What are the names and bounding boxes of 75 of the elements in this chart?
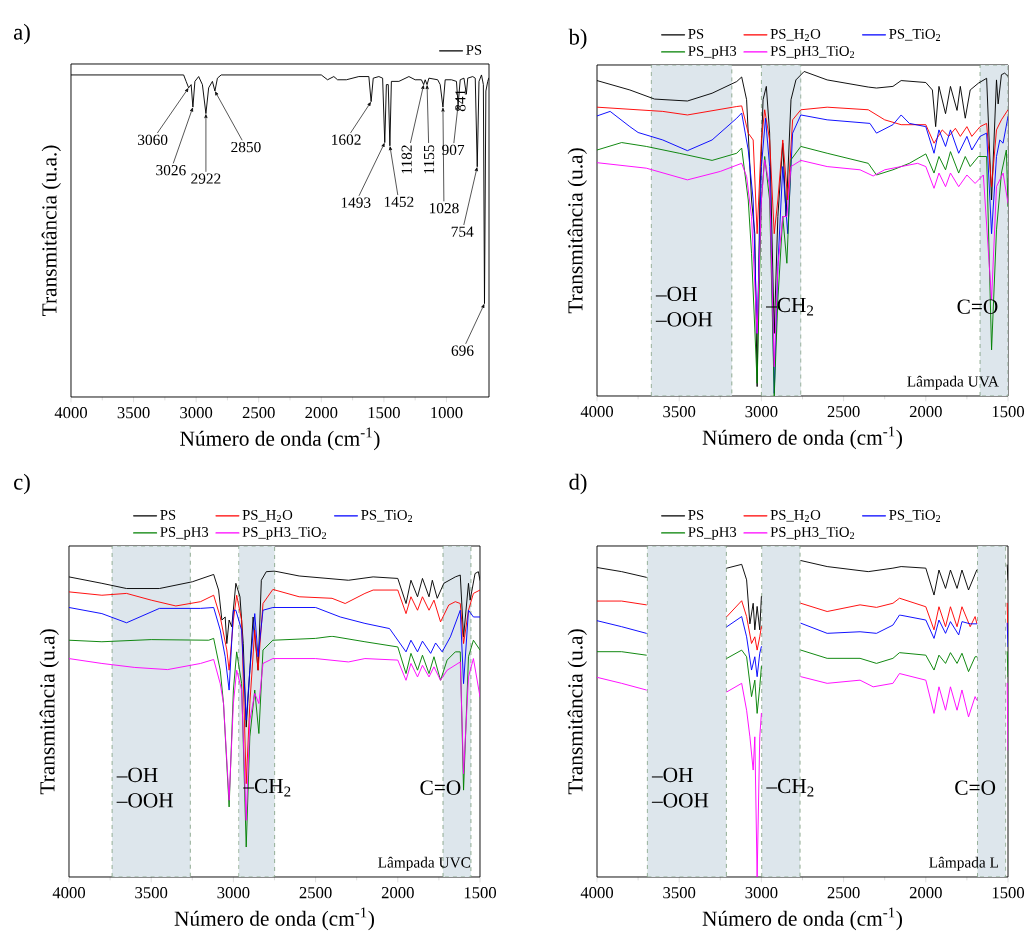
legend-label: PS_TiO$_{2}$ — [361, 509, 413, 522]
legend-label: PS — [688, 28, 704, 39]
x-tick-label: 4000 — [52, 887, 86, 899]
annotation: 2850 — [231, 141, 261, 153]
x-tick-label: 3000 — [745, 887, 778, 899]
legend-label: PS_pH3_TiO$_{2}$ — [770, 46, 855, 59]
x-tick-label: 3500 — [663, 887, 696, 899]
annotation: 696 — [451, 345, 474, 356]
x-tick-label: 1500 — [368, 407, 400, 419]
x-tick-label: 2000 — [305, 407, 338, 419]
band-label: –OH –OOH — [655, 286, 713, 327]
legend-label: PS — [688, 509, 704, 520]
chart-title: a) — [13, 23, 30, 45]
annotation: 1155 — [423, 145, 435, 174]
legend-label: PS_pH3 — [688, 527, 737, 540]
x-tick-label: 2500 — [827, 887, 860, 899]
band-label: C=O — [420, 780, 461, 795]
x-tick-label: 2000 — [381, 887, 414, 899]
x-tick-label: 1500 — [992, 887, 1025, 899]
legend-label: PS_pH3 — [688, 46, 737, 59]
chart-title: b) — [568, 28, 587, 50]
x-tick-label: 3000 — [180, 407, 213, 419]
x-tick-label: 1500 — [464, 887, 497, 899]
annotation: 1028 — [429, 202, 459, 214]
x-tick-label: 2000 — [909, 887, 942, 899]
x-axis-title: Número de onda (cm$^{-1}$) — [180, 427, 380, 451]
x-tick-label: 3500 — [135, 887, 168, 899]
annotation: 3060 — [138, 134, 168, 145]
x-tick-label: 3000 — [745, 406, 778, 418]
legend-label: PS — [160, 509, 176, 520]
y-axis-title: Transmitância (u.a) — [39, 629, 59, 795]
y-axis-title: Transmitância (u.a) — [567, 629, 587, 795]
x-tick-label: 4000 — [580, 887, 614, 899]
annotation: Lâmpada L — [929, 856, 998, 871]
x-axis-title: Número de onda (cm$^{-1}$) — [702, 907, 903, 931]
chart-title: d) — [569, 473, 587, 495]
legend-label: PS_pH3_TiO$_{2}$ — [242, 527, 327, 540]
x-tick-label: 4000 — [580, 406, 614, 418]
band-label: –OH –OOH — [116, 767, 174, 808]
legend-label: PS_H$_{2}$O — [242, 509, 293, 522]
legend-label: PS_pH3 — [160, 527, 209, 540]
x-tick-label: 2500 — [827, 406, 860, 418]
y-axis-title: Transmitância (u.a) — [567, 148, 587, 314]
x-axis-title: Número de onda (cm$^{-1}$) — [702, 426, 903, 450]
legend-label: PS — [466, 45, 482, 55]
legend-label: PS_H$_{2}$O — [770, 28, 821, 41]
x-tick-label: 3500 — [117, 407, 150, 419]
x-axis-title: Número de onda (cm$^{-1}$) — [174, 907, 374, 931]
annotation: 2922 — [191, 173, 221, 184]
band-label: C=O — [955, 780, 996, 795]
legend-label: PS_TiO$_{2}$ — [889, 509, 941, 522]
annotation: 1182 — [401, 145, 412, 174]
annotation: 754 — [451, 226, 474, 237]
band-label: –OH –OOH — [651, 767, 709, 808]
annotation: 1493 — [341, 197, 371, 208]
annotation: 1452 — [384, 196, 414, 207]
legend-label: PS_pH3_TiO$_{2}$ — [770, 527, 855, 540]
annotation: 1602 — [332, 134, 361, 145]
annotation: 841 — [455, 89, 466, 112]
x-tick-label: 2000 — [909, 406, 942, 418]
y-axis-title: Transmitância (u.a.) — [41, 145, 61, 316]
legend-label: PS_H$_{2}$O — [770, 509, 821, 522]
x-tick-label: 1000 — [431, 407, 463, 419]
band-label: –CH$_{2}$ — [766, 778, 814, 797]
annotation: Lâmpada UVC — [378, 856, 471, 871]
x-tick-label: 1500 — [992, 406, 1025, 418]
x-tick-label: 4000 — [54, 407, 88, 419]
annotation: 3026 — [156, 164, 186, 176]
x-tick-label: 3000 — [217, 887, 250, 899]
x-tick-label: 2500 — [242, 407, 275, 419]
x-tick-label: 3500 — [663, 406, 696, 418]
annotation: Lâmpada UVA — [907, 375, 999, 390]
chart-title: c) — [14, 473, 30, 495]
legend-label: PS_TiO$_{2}$ — [889, 28, 941, 41]
x-tick-label: 2500 — [299, 887, 332, 899]
